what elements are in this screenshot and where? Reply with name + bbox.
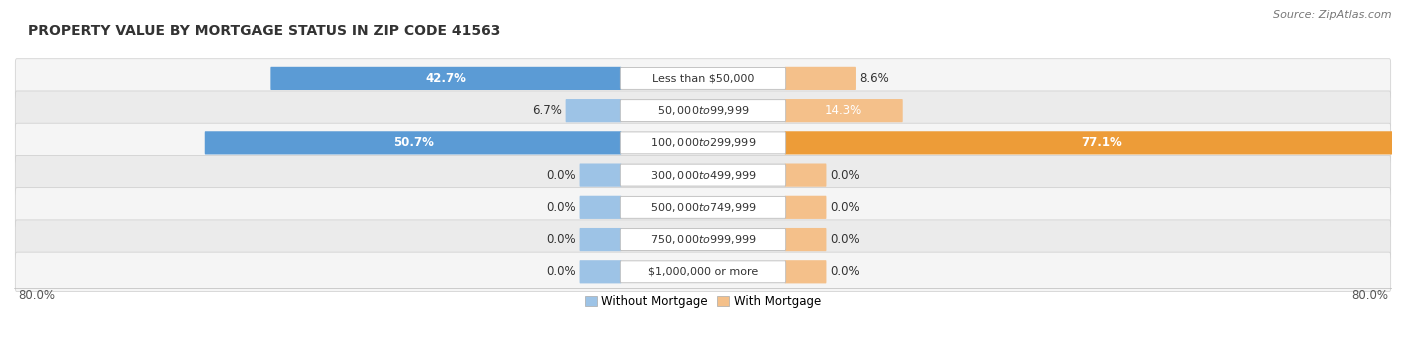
Text: $50,000 to $99,999: $50,000 to $99,999 — [657, 104, 749, 117]
Text: 0.0%: 0.0% — [547, 169, 576, 182]
FancyBboxPatch shape — [620, 197, 786, 218]
Text: 0.0%: 0.0% — [547, 201, 576, 214]
Text: 8.6%: 8.6% — [859, 72, 890, 85]
Text: Less than $50,000: Less than $50,000 — [652, 73, 754, 83]
FancyBboxPatch shape — [579, 260, 621, 284]
FancyBboxPatch shape — [15, 188, 1391, 227]
FancyBboxPatch shape — [785, 260, 827, 284]
FancyBboxPatch shape — [785, 99, 903, 122]
Text: 0.0%: 0.0% — [830, 233, 859, 246]
FancyBboxPatch shape — [15, 123, 1391, 163]
Text: 42.7%: 42.7% — [426, 72, 467, 85]
FancyBboxPatch shape — [565, 99, 621, 122]
FancyBboxPatch shape — [620, 100, 786, 122]
Text: PROPERTY VALUE BY MORTGAGE STATUS IN ZIP CODE 41563: PROPERTY VALUE BY MORTGAGE STATUS IN ZIP… — [28, 24, 501, 38]
FancyBboxPatch shape — [785, 196, 827, 219]
Legend: Without Mortgage, With Mortgage: Without Mortgage, With Mortgage — [581, 291, 825, 313]
FancyBboxPatch shape — [15, 59, 1391, 98]
Text: 80.0%: 80.0% — [18, 289, 55, 302]
Text: 50.7%: 50.7% — [392, 136, 433, 149]
Text: 80.0%: 80.0% — [1351, 289, 1388, 302]
Text: Source: ZipAtlas.com: Source: ZipAtlas.com — [1274, 10, 1392, 20]
FancyBboxPatch shape — [15, 91, 1391, 130]
FancyBboxPatch shape — [620, 228, 786, 251]
FancyBboxPatch shape — [15, 252, 1391, 291]
FancyBboxPatch shape — [270, 67, 621, 90]
FancyBboxPatch shape — [620, 164, 786, 186]
Text: 0.0%: 0.0% — [830, 169, 859, 182]
Text: $500,000 to $749,999: $500,000 to $749,999 — [650, 201, 756, 214]
FancyBboxPatch shape — [620, 132, 786, 154]
Text: 14.3%: 14.3% — [825, 104, 862, 117]
Text: $300,000 to $499,999: $300,000 to $499,999 — [650, 169, 756, 182]
Text: 77.1%: 77.1% — [1081, 136, 1122, 149]
FancyBboxPatch shape — [785, 164, 827, 187]
Text: 0.0%: 0.0% — [547, 233, 576, 246]
Text: $750,000 to $999,999: $750,000 to $999,999 — [650, 233, 756, 246]
Text: 0.0%: 0.0% — [547, 265, 576, 278]
Text: $100,000 to $299,999: $100,000 to $299,999 — [650, 136, 756, 149]
FancyBboxPatch shape — [785, 228, 827, 251]
FancyBboxPatch shape — [785, 131, 1406, 154]
Text: 0.0%: 0.0% — [830, 265, 859, 278]
Text: 0.0%: 0.0% — [830, 201, 859, 214]
FancyBboxPatch shape — [620, 67, 786, 89]
FancyBboxPatch shape — [15, 220, 1391, 259]
Text: 6.7%: 6.7% — [531, 104, 562, 117]
FancyBboxPatch shape — [579, 228, 621, 251]
Text: $1,000,000 or more: $1,000,000 or more — [648, 267, 758, 277]
FancyBboxPatch shape — [785, 67, 856, 90]
FancyBboxPatch shape — [620, 261, 786, 283]
FancyBboxPatch shape — [205, 131, 621, 154]
FancyBboxPatch shape — [579, 164, 621, 187]
FancyBboxPatch shape — [579, 196, 621, 219]
FancyBboxPatch shape — [15, 155, 1391, 195]
